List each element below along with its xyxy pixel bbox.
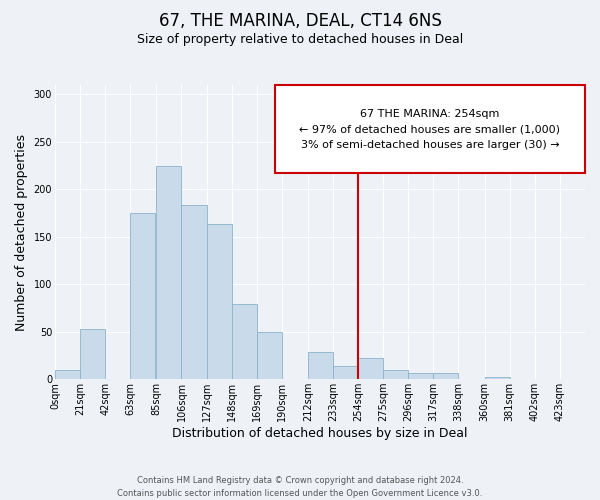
Text: 67, THE MARINA, DEAL, CT14 6NS: 67, THE MARINA, DEAL, CT14 6NS (158, 12, 442, 30)
Bar (55, 370, 80, 379)
Bar (257, 332, 282, 379)
Bar (206, 224, 232, 379)
Text: Contains HM Land Registry data © Crown copyright and database right 2024.
Contai: Contains HM Land Registry data © Crown c… (118, 476, 482, 498)
Bar (308, 352, 333, 379)
Text: Size of property relative to detached houses in Deal: Size of property relative to detached ho… (137, 32, 463, 46)
Bar (433, 374, 458, 379)
Bar (409, 374, 433, 379)
FancyBboxPatch shape (275, 85, 585, 174)
Text: 67 THE MARINA: 254sqm
← 97% of detached houses are smaller (1,000)
3% of semi-de: 67 THE MARINA: 254sqm ← 97% of detached … (299, 108, 560, 150)
Bar (358, 358, 383, 379)
Bar (80, 329, 105, 379)
Bar (181, 204, 206, 379)
Y-axis label: Number of detached properties: Number of detached properties (15, 134, 28, 330)
Bar (232, 304, 257, 379)
Bar (333, 366, 358, 379)
Bar (383, 370, 409, 379)
Bar (157, 166, 181, 379)
Bar (130, 213, 155, 379)
Bar (485, 378, 510, 379)
X-axis label: Distribution of detached houses by size in Deal: Distribution of detached houses by size … (172, 427, 468, 440)
